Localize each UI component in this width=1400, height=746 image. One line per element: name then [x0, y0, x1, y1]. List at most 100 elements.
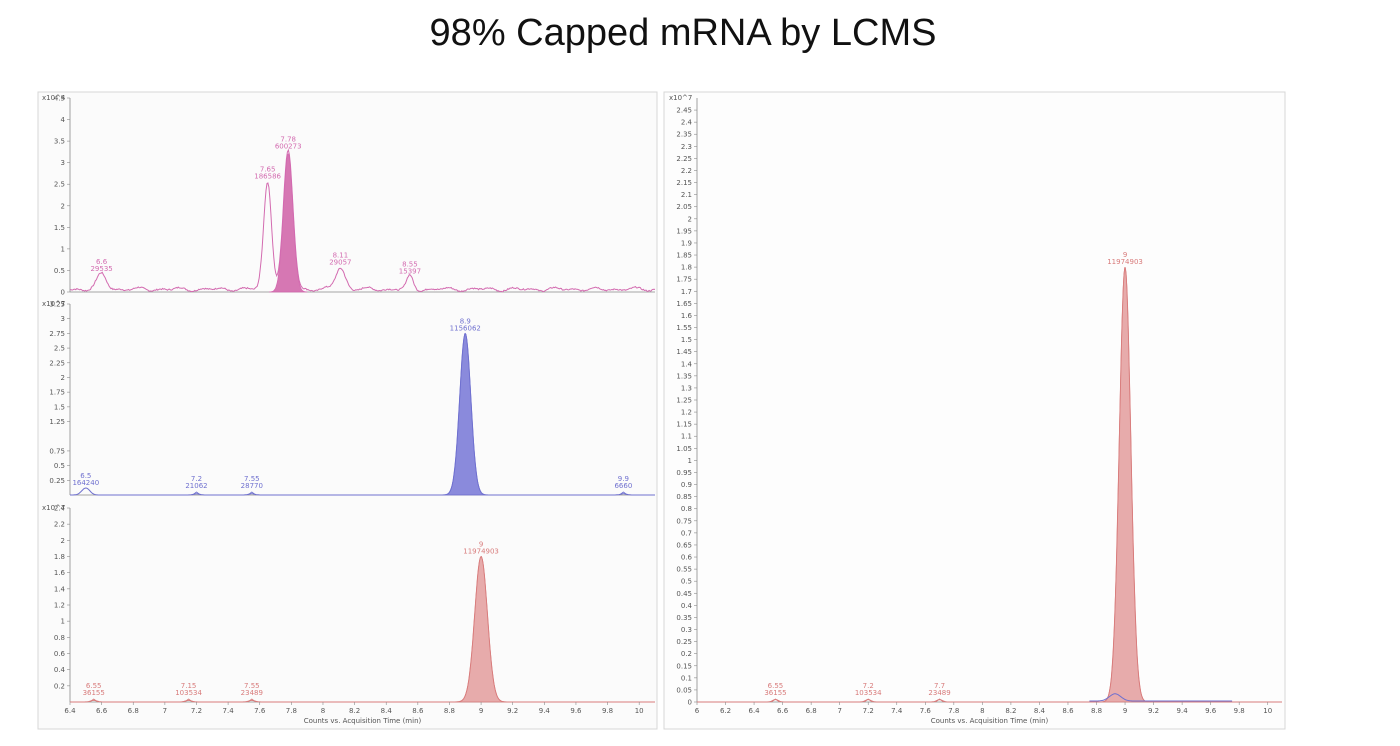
x-tick-label: 7.6	[920, 707, 932, 715]
plots-layer: x10^400.511.522.533.544.56.6295357.65186…	[42, 94, 1282, 725]
peak-rt-label: 6.6	[96, 258, 108, 266]
x-tick-label: 8.2	[1005, 707, 1016, 715]
y-tick-label: 2.2	[54, 521, 65, 529]
y-tick-label: 2.25	[676, 155, 692, 163]
x-tick-label: 8	[980, 707, 984, 715]
x-tick-label: 9.6	[570, 707, 582, 715]
overlay-blue-trace	[1089, 693, 1233, 702]
peak-rt-label: 7.65	[260, 165, 276, 173]
peak-area-label: 21062	[185, 482, 207, 490]
y-tick-label: 1.6	[681, 312, 693, 320]
x-tick-label: 8.4	[381, 707, 393, 715]
peak-marker	[247, 698, 257, 703]
y-tick-label: 1.2	[54, 602, 65, 610]
y-tick-label: 1.85	[676, 252, 692, 260]
x-tick-label: 6.6	[96, 707, 108, 715]
peak-rt-label: 7.2	[863, 682, 874, 690]
x-tick-label: 7.6	[254, 707, 266, 715]
y-tick-label: 1.35	[676, 372, 692, 380]
peak-rt-label: 7.2	[191, 475, 202, 483]
peak-marker	[771, 698, 780, 703]
x-tick-label: 6	[695, 707, 700, 715]
trace-line	[70, 333, 655, 496]
y-tick-label: 1.25	[676, 397, 692, 405]
peak-area-label: 1156062	[450, 324, 481, 332]
x-tick-label: 7.4	[891, 707, 903, 715]
y-tick-label: 1	[61, 618, 65, 626]
y-tick-label: 1.5	[54, 224, 65, 232]
y-multiplier-label: x10^7	[42, 504, 65, 512]
x-tick-label: 9	[1123, 707, 1127, 715]
peak-marker	[192, 491, 201, 496]
y-tick-label: 2.2	[681, 167, 692, 175]
peak-area-label: 186586	[254, 172, 281, 180]
peak-area-label: 164240	[72, 479, 99, 487]
y-tick-label: 2.05	[676, 203, 692, 211]
y-tick-label: 0	[688, 699, 692, 707]
x-tick-label: 7	[163, 707, 167, 715]
y-tick-label: 3.5	[54, 138, 65, 146]
peak-fill	[1101, 266, 1149, 703]
x-tick-label: 6.4	[749, 707, 761, 715]
peak-rt-label: 8.55	[402, 260, 418, 268]
y-tick-label: 3.25	[49, 301, 65, 309]
y-tick-label: 1.75	[676, 276, 692, 284]
peak-marker	[863, 698, 873, 703]
y-tick-label: 2.25	[49, 359, 65, 367]
x-tick-label: 8.4	[1034, 707, 1046, 715]
x-axis-label: Counts vs. Acquisition Time (min)	[931, 717, 1049, 725]
y-tick-label: 0.25	[49, 477, 65, 485]
peak-fill	[455, 555, 507, 703]
y-tick-label: 1.05	[676, 445, 692, 453]
x-tick-label: 8.8	[444, 707, 455, 715]
y-tick-label: 1	[688, 457, 692, 465]
x-tick-label: 6.4	[64, 707, 76, 715]
y-tick-label: 4	[61, 116, 66, 124]
x-axis-label: Counts vs. Acquisition Time (min)	[304, 717, 422, 725]
y-tick-label: 0.4	[54, 666, 66, 674]
peak-area-label: 6660	[614, 482, 632, 490]
peak-rt-label: 7.15	[181, 682, 197, 690]
y-tick-label: 4.5	[54, 95, 65, 103]
y-tick-label: 0.8	[681, 505, 692, 513]
y-multiplier-label: x10^7	[42, 300, 65, 308]
peak-area-label: 36155	[83, 689, 105, 697]
y-tick-label: 0.2	[54, 682, 65, 690]
y-tick-label: 1.55	[676, 324, 692, 332]
x-tick-label: 9.2	[1148, 707, 1159, 715]
right-figure-frame	[663, 91, 1286, 730]
peak-marker	[89, 698, 98, 703]
peak-area-label: 29535	[90, 265, 112, 273]
y-tick-label: 1.65	[676, 300, 692, 308]
y-tick-label: 0	[61, 289, 65, 297]
peak-fill	[269, 153, 308, 293]
peak-area-label: 29057	[329, 259, 351, 267]
peak-marker	[247, 491, 257, 496]
x-tick-label: 7	[837, 707, 841, 715]
peak-area-label: 28770	[241, 482, 263, 490]
x-tick-label: 9.2	[507, 707, 518, 715]
x-tick-label: 7.4	[223, 707, 235, 715]
y-tick-label: 1	[61, 245, 65, 253]
y-tick-label: 0.5	[681, 578, 692, 586]
y-tick-label: 2	[61, 374, 65, 382]
y-tick-label: 1.6	[54, 569, 66, 577]
y-tick-label: 0.5	[54, 462, 65, 470]
x-tick-label: 6.8	[128, 707, 139, 715]
peak-rt-label: 9	[479, 541, 483, 549]
trace-line	[697, 267, 1282, 703]
peak-rt-label: 7.55	[244, 475, 260, 483]
chromatogram-left-middle: x10^7 0.25 0.5 0.75 1.25 1.5 1.75 2 2.25 2.5 2.75 3…	[42, 300, 655, 496]
y-tick-label: 1.7	[681, 288, 692, 296]
y-multiplier-label: x10^4	[42, 94, 66, 102]
peak-rt-label: 9	[1123, 251, 1127, 259]
peak-area-label: 600273	[275, 142, 302, 150]
peak-rt-label: 8.9	[460, 317, 471, 325]
peak-rt-label: 7.55	[244, 682, 260, 690]
y-tick-label: 0.75	[676, 517, 692, 525]
peak-area-label: 15397	[399, 267, 421, 275]
y-tick-label: 1.8	[54, 553, 65, 561]
y-tick-label: 3	[61, 315, 65, 323]
